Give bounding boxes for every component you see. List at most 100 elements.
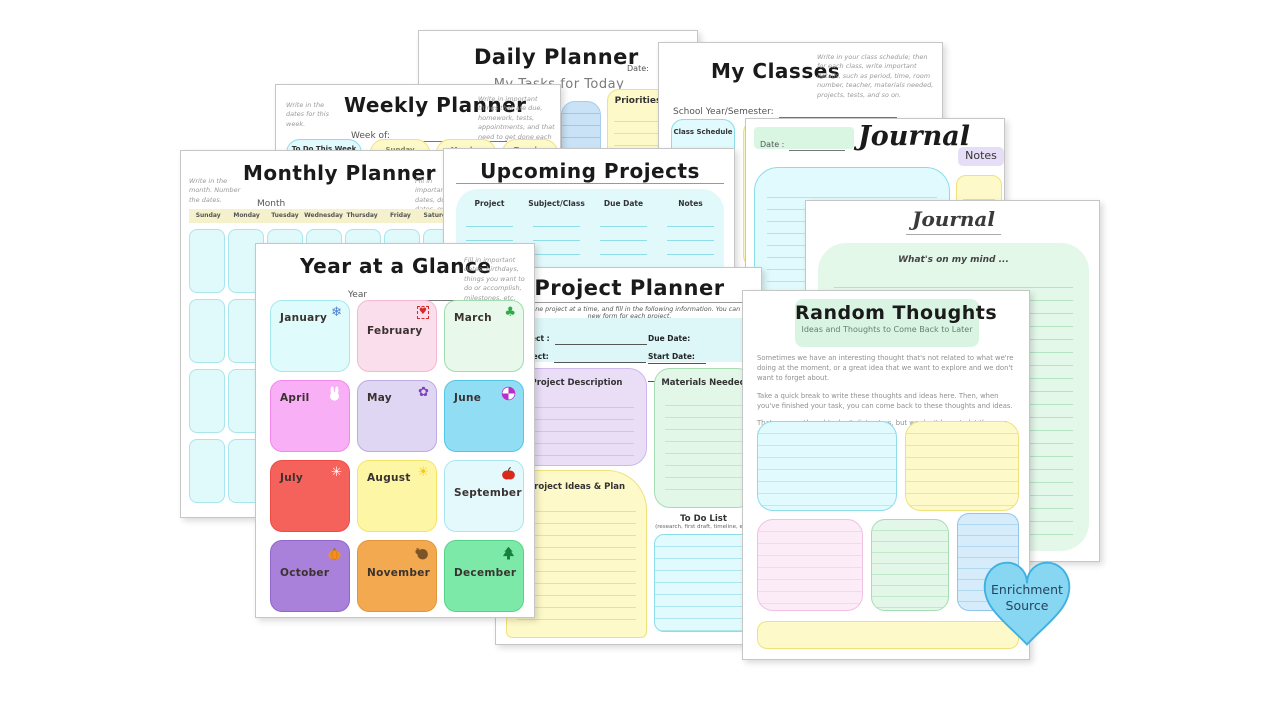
- class-schedule-label: Class Schedule: [673, 128, 733, 136]
- tree-icon: [502, 546, 515, 560]
- random-box-cyan: [757, 421, 897, 511]
- upcoming-header-row: Project Subject/Class Due Date Notes: [456, 199, 724, 208]
- month-label: Month: [257, 199, 286, 209]
- cell-line: [456, 230, 523, 244]
- month-name-november: November: [367, 567, 431, 579]
- project-subject-blank: [553, 353, 646, 363]
- upcoming-title-rule: [456, 183, 724, 184]
- month-name-october: October: [280, 567, 330, 579]
- month-name-march: March: [454, 312, 492, 324]
- snowflake-icon: ❄: [331, 305, 342, 320]
- project-todo-lines: [654, 534, 753, 632]
- journal-date-box: Date :: [754, 127, 854, 151]
- daily-planner-title: Daily Planner: [474, 45, 639, 69]
- monthly-day-saturday: Saturday: [423, 212, 455, 219]
- random-paragraph-2: Take a quick break to write these though…: [757, 391, 1013, 410]
- year-at-a-glance-page: Year at a Glance Fill in important dates…: [255, 243, 535, 618]
- week-of-label: Week of:: [351, 131, 390, 141]
- monthly-cell: [189, 299, 225, 363]
- cell-line: [590, 230, 657, 244]
- month-field: Month: [257, 191, 395, 210]
- cell-line: [456, 216, 523, 230]
- journal-mind-title: Journal: [912, 207, 995, 231]
- month-cell-march: ♣ March: [444, 300, 524, 372]
- enrichment-source-logo: Enrichment Source: [980, 552, 1074, 656]
- monthly-note-left: Write in the month. Number the dates.: [189, 177, 241, 204]
- project-todo-label: To Do List: [680, 514, 727, 524]
- project-materials-lines: [665, 394, 742, 498]
- random-box-yellow: [905, 421, 1019, 511]
- monthly-cell: [189, 369, 225, 433]
- project-description-lines: [519, 396, 634, 458]
- my-classes-title: My Classes: [711, 59, 841, 83]
- month-cell-august: ☀ August: [357, 460, 437, 532]
- my-classes-note: Write in your class schedule; then for e…: [817, 53, 934, 99]
- random-box-green: [871, 519, 949, 611]
- weekly-todo-label: To Do This Week: [291, 145, 357, 153]
- upcoming-header-project: Project: [474, 199, 505, 208]
- bunny-icon: [330, 386, 339, 401]
- month-cell-november: November: [357, 540, 437, 612]
- weekly-note-left: Write in the dates for this week.: [286, 101, 329, 128]
- month-cell-february: ♥ February: [357, 300, 437, 372]
- random-paragraph-1: Sometimes we have an interesting thought…: [757, 354, 1014, 383]
- month-name-august: August: [367, 472, 411, 484]
- beach-ball-icon: [501, 386, 516, 401]
- project-planner-title: Project Planner: [534, 276, 725, 300]
- flower-icon: ✿: [418, 385, 429, 400]
- upcoming-header-notes: Notes: [678, 199, 703, 208]
- daily-date-label: Date:: [627, 64, 649, 73]
- project-materials-panel: Materials Needed: [654, 368, 753, 508]
- cell-line: [590, 216, 657, 230]
- project-todo-note: (research, first draft, timeline, etc.): [655, 524, 752, 530]
- turkey-icon: [414, 547, 428, 560]
- logo-text: Enrichment Source: [980, 582, 1074, 615]
- monthly-day-tuesday: Tuesday: [271, 212, 299, 219]
- cell-line: [523, 244, 590, 258]
- project-todo-section: To Do List (research, first draft, timel…: [654, 514, 753, 638]
- month-cell-september: September: [444, 460, 524, 532]
- clover-icon: ♣: [504, 305, 516, 320]
- project-description-label: Project Description: [530, 378, 623, 388]
- month-cell-october: October: [270, 540, 350, 612]
- project-ideas-label: Project Ideas & Plan: [527, 482, 626, 492]
- cell-line: [523, 230, 590, 244]
- journal-date-blank: [789, 141, 846, 151]
- random-box-strip: [757, 621, 1019, 649]
- random-thoughts-title: Random Thoughts: [795, 302, 998, 324]
- random-thoughts-subtitle: Ideas and Thoughts to Come Back to Later: [801, 325, 973, 334]
- cell-line: [657, 216, 724, 230]
- monthly-day-wednesday: Wednesday: [304, 212, 343, 219]
- journal-date-label: Date :: [760, 140, 785, 149]
- monthly-cell: [189, 439, 225, 503]
- random-thoughts-page: Random Thoughts Ideas and Thoughts to Co…: [742, 290, 1030, 660]
- cell-line: [657, 244, 724, 258]
- journal-mind-prompt: What's on my mind ...: [898, 255, 1009, 265]
- month-name-december: December: [454, 567, 517, 579]
- project-fields-panel: Project : Due Date: Subject: Start Date:: [506, 318, 753, 382]
- random-title-band: Random Thoughts Ideas and Thoughts to Co…: [795, 299, 998, 347]
- year-note: Fill in important dates, birthdays, thin…: [464, 256, 525, 302]
- logo-line-2: Source: [1005, 598, 1049, 614]
- daily-priorities-label: Priorities: [614, 96, 662, 106]
- project-planner-page: Project Planner Work on one project at a…: [495, 267, 762, 645]
- project-due-field: Due Date:: [648, 326, 753, 364]
- weekly-planner-title: Weekly Planner: [344, 93, 527, 117]
- journal-notes-badge: Notes: [958, 147, 1004, 166]
- journal-notes-title: Journal: [858, 121, 971, 152]
- year-label: Year: [348, 290, 368, 300]
- project-start-label: Start Date:: [648, 352, 695, 361]
- journal-mind-title-rule: [906, 234, 1001, 235]
- month-name-january: January: [280, 312, 328, 324]
- heart-icon: [983, 561, 1071, 646]
- project-name-blank: [554, 335, 647, 345]
- fireworks-icon: ✳: [331, 465, 342, 480]
- project-materials-label: Materials Needed: [661, 378, 746, 388]
- year-title: Year at a Glance: [300, 254, 492, 278]
- monthly-day-thursday: Thursday: [346, 212, 378, 219]
- month-cell-july: ✳ July: [270, 460, 350, 532]
- project-due-label: Due Date:: [648, 334, 691, 343]
- project-due-blank: [648, 354, 706, 364]
- upcoming-header-subject: Subject/Class: [528, 199, 585, 208]
